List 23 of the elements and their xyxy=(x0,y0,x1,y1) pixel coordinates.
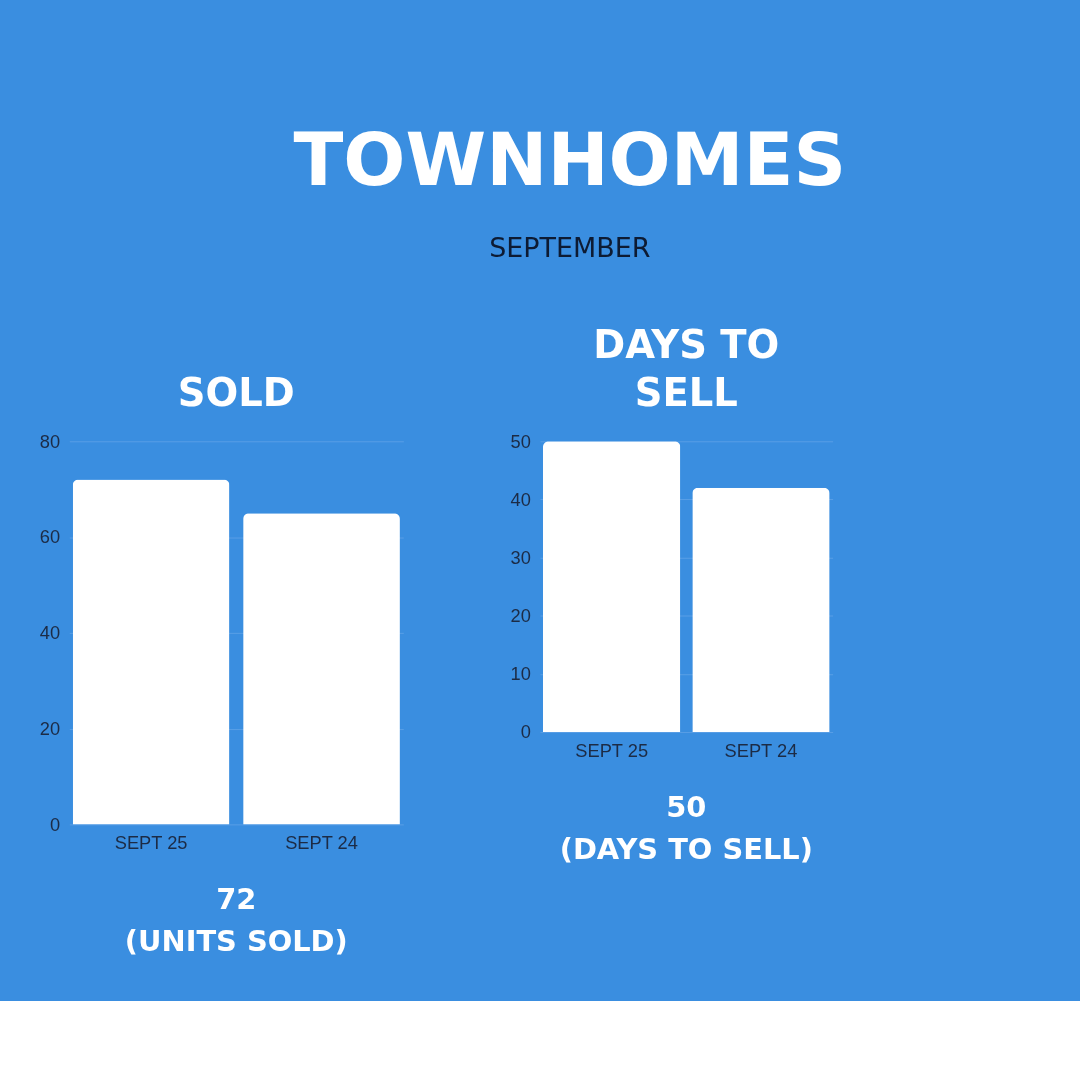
text: 50 xyxy=(666,789,707,824)
chart-title: SOLD xyxy=(177,369,295,415)
text: (UNITS SOLD) xyxy=(124,924,348,959)
x-tick-label: SEPT 24 xyxy=(285,831,358,853)
x-tick-label: SEPT 25 xyxy=(114,831,188,853)
y-tick-label: 0 xyxy=(520,721,531,743)
y-tick-label: 40 xyxy=(39,622,61,644)
y-tick-label: 30 xyxy=(510,546,531,568)
y-tick-label: 10 xyxy=(510,663,531,685)
text: 72 xyxy=(216,882,257,917)
y-tick-label: 60 xyxy=(39,526,61,548)
y-tick-label: 50 xyxy=(510,430,531,452)
text: SEPTEMBER xyxy=(489,232,651,264)
x-tick-label: SEPT 24 xyxy=(724,739,798,761)
y-tick-label: 40 xyxy=(510,488,531,510)
y-tick-label: 20 xyxy=(39,717,61,739)
y-tick-label: 0 xyxy=(49,813,61,835)
text: TOWNHOMES xyxy=(293,117,847,203)
text: (DAYS TO SELL) xyxy=(559,832,813,867)
y-tick-label: 20 xyxy=(510,604,531,626)
x-tick-label: SEPT 25 xyxy=(575,739,649,761)
chart-title: DAYS TO SELL xyxy=(593,321,780,415)
y-tick-label: 80 xyxy=(39,430,61,452)
